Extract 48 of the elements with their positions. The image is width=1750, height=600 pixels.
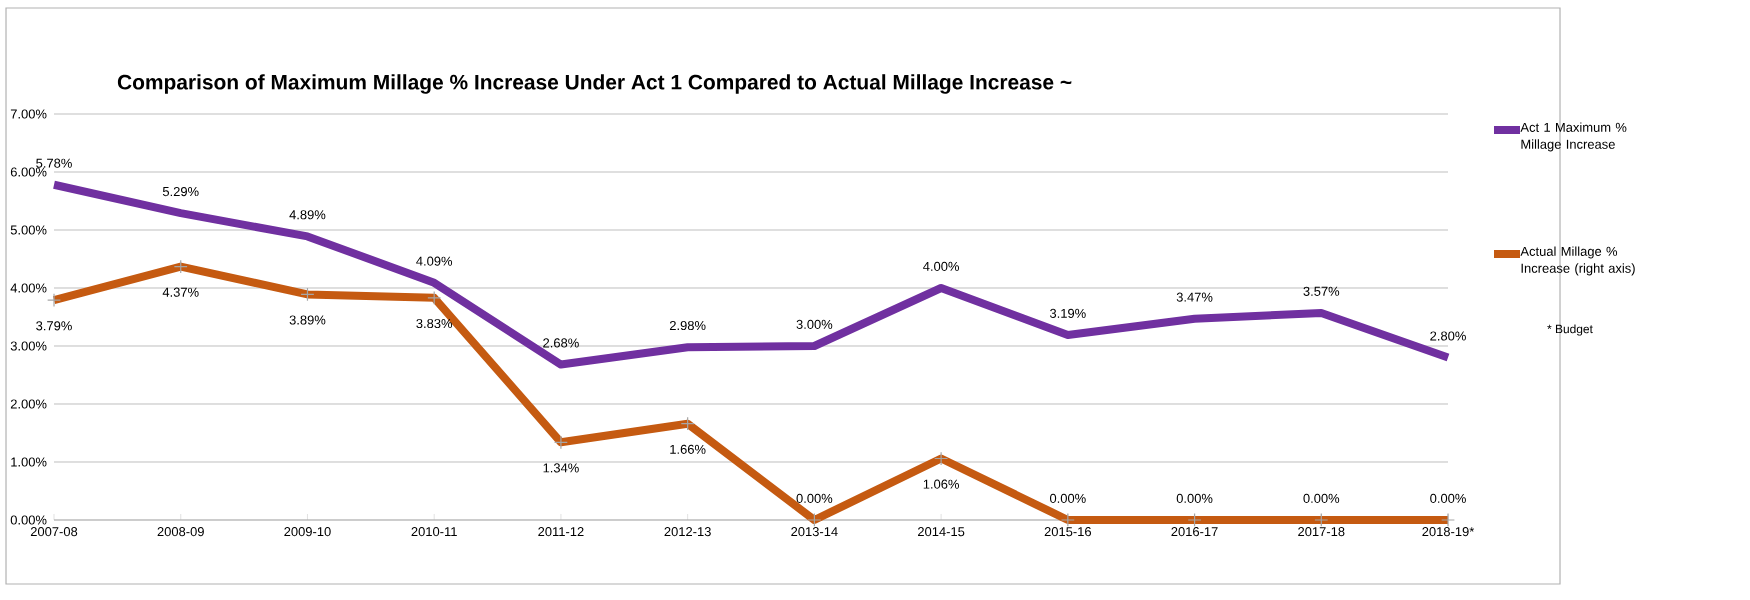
y-tick-label: 3.00% (10, 341, 47, 351)
x-tick-label: 2015-16 (1044, 527, 1092, 537)
y-tick-label: 1.00% (11, 457, 47, 467)
x-tick-label: 2018-19* (1422, 527, 1475, 537)
data-label: 2.98% (669, 320, 706, 331)
data-label: 1.34% (543, 463, 579, 473)
data-label: 1.06% (923, 479, 959, 489)
data-label: 0.00% (1430, 493, 1466, 503)
data-label: 0.00% (1303, 493, 1340, 503)
data-label: 5.78% (36, 158, 72, 168)
x-tick-label: 2014-15 (918, 527, 965, 537)
y-tick-label: 2.00% (10, 399, 47, 409)
legend-label: Act 1 Maximum % Millage Increase (1520, 122, 1627, 152)
data-label: 4.37% (162, 287, 199, 297)
data-label: 0.00% (796, 493, 833, 503)
data-label: 2.68% (543, 338, 579, 348)
chart-title: Comparison of Maximum Millage % Increase Under Act 1 Compared to Actual Millage Increase ~ (117, 74, 1072, 94)
data-label: 3.00% (796, 319, 833, 329)
data-label: 3.89% (289, 315, 326, 325)
x-tick-label: 2017-18 (1298, 527, 1345, 537)
x-tick-label: 2011-12 (538, 527, 584, 537)
y-tick-label: 4.00% (10, 283, 47, 293)
data-label: 3.47% (1176, 292, 1213, 302)
x-tick-label: 2009-10 (284, 527, 331, 537)
x-tick-label: 2012-13 (664, 527, 711, 537)
data-label: 4.09% (416, 256, 453, 266)
data-label: 0.00% (1049, 493, 1086, 503)
data-label: 0.00% (1176, 493, 1213, 503)
y-tick-label: 0.00% (10, 515, 47, 525)
x-tick-label: 2013-14 (791, 527, 838, 537)
data-label: 3.57% (1303, 286, 1340, 296)
y-tick-label: 5.00% (10, 225, 47, 235)
text: * Budget (1547, 324, 1593, 336)
x-tick-label: 2010-11 (411, 527, 457, 537)
x-tick-label: 2016-17 (1171, 527, 1218, 537)
data-label: 3.19% (1049, 308, 1086, 318)
legend-label: Actual Millage % Increase (right axis) (1520, 246, 1635, 276)
x-tick-label: 2007-08 (30, 527, 78, 537)
data-label: 2.80% (1430, 331, 1466, 341)
data-label: 4.00% (923, 261, 959, 271)
y-tick-label: 6.00% (10, 167, 47, 177)
y-tick-label: 7.00% (10, 109, 47, 119)
data-label: 3.83% (416, 318, 453, 329)
data-label: 3.79% (36, 321, 72, 331)
data-label: 4.89% (289, 210, 326, 220)
x-tick-label: 2008-09 (157, 527, 204, 537)
data-label: 1.66% (670, 444, 706, 454)
data-label: 5.29% (162, 186, 199, 197)
